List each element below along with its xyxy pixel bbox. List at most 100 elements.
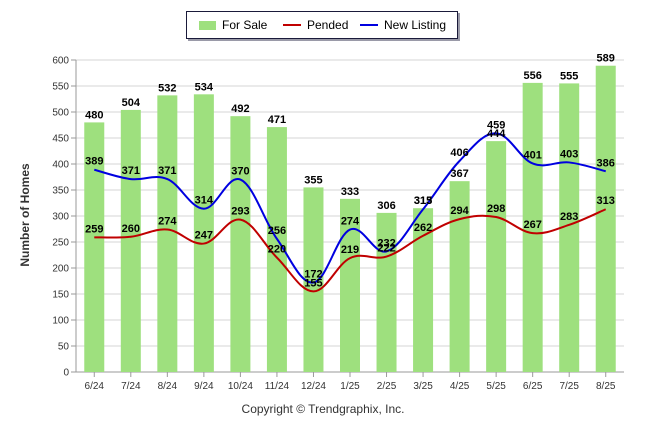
y-tick-label: 200 [52,264,69,275]
data-label-for-sale: 556 [523,70,541,82]
bar-for-sale [193,94,214,372]
data-label-for-sale: 504 [122,97,141,109]
data-label-pended: 298 [487,203,505,215]
data-label-for-sale: 471 [268,114,286,126]
data-label-for-sale: 589 [597,53,615,65]
bar-for-sale [486,141,507,372]
legend-label-new-listing: New Listing [384,18,447,32]
y-tick-label: 400 [52,160,69,171]
x-tick-label: 7/25 [559,381,579,392]
bar-for-sale [303,187,324,372]
x-tick-label: 4/25 [450,381,470,392]
data-label-pended: 283 [560,211,578,223]
line-new-listing [94,132,606,284]
bar-for-sale [449,181,470,372]
bar-for-sale [413,208,434,372]
y-tick-label: 100 [52,316,69,327]
data-label-for-sale: 333 [341,186,359,198]
x-tick-label: 11/24 [265,381,290,392]
y-axis-label: Number of Homes [18,163,32,267]
y-tick-label: 300 [52,212,69,223]
data-label-for-sale: 492 [231,103,249,115]
bar-for-sale [266,127,287,372]
data-label-new-listing: 389 [85,156,103,168]
data-label-for-sale: 367 [450,168,468,180]
data-label-new-listing: 256 [268,225,286,237]
data-label-pended: 259 [85,223,103,235]
data-label-for-sale: 355 [304,174,322,186]
y-tick-label: 500 [52,108,69,119]
bar-for-sale [376,212,397,372]
y-tick-label: 600 [52,56,69,67]
data-label-new-listing: 371 [158,165,176,177]
x-tick-label: 3/25 [413,381,433,392]
data-label-for-sale: 444 [487,128,506,140]
data-label-new-listing: 459 [487,119,505,131]
data-label-pended: 294 [450,205,469,217]
data-label-for-sale: 534 [195,81,214,93]
x-tick-label: 1/25 [340,381,360,392]
data-label-new-listing: 406 [450,147,468,159]
data-label-for-sale: 480 [85,109,103,121]
data-label-new-listing: 232 [377,237,395,249]
legend-label-pended: Pended [307,18,349,32]
bar-for-sale [120,109,141,373]
bar-for-sale [230,116,251,372]
x-tick-label: 9/24 [194,381,214,392]
copyright-text: Copyright © Trendgraphix, Inc. [241,402,405,416]
data-label-new-listing: 370 [231,166,249,178]
data-label-for-sale: 306 [377,200,395,212]
legend-swatch-pended [283,24,301,26]
y-tick-label: 250 [52,238,69,249]
data-label-new-listing: 386 [597,157,615,169]
bar-for-sale [157,95,178,373]
x-tick-label: 10/24 [228,381,253,392]
bar-series-for-sale [84,65,616,373]
x-tick-label: 7/24 [121,381,141,392]
bar-for-sale [559,83,580,373]
line-pended [94,208,607,293]
data-label-for-sale: 315 [414,195,432,207]
data-label-new-listing: 274 [341,216,360,228]
line-series [94,132,607,293]
data-label-pended: 220 [268,244,286,256]
data-label-pended: 313 [597,195,615,207]
x-tick-label: 2/25 [377,381,397,392]
legend-item-pended: Pended [283,12,348,38]
data-label-new-listing: 314 [195,195,214,207]
bar-for-sale [595,65,616,372]
data-label-pended: 260 [122,223,140,235]
data-label-pended: 293 [231,206,249,218]
data-label-pended: 219 [341,244,359,256]
data-label-pended: 155 [304,277,322,289]
data-label-new-listing: 313 [414,195,432,207]
data-label-new-listing: 403 [560,148,578,160]
x-tick-label: 8/24 [158,381,178,392]
legend-item-new-listing: New Listing [360,12,446,38]
data-label-for-sale: 555 [560,70,578,82]
data-label-pended: 222 [377,243,395,255]
x-tick-label: 6/24 [85,381,105,392]
data-label-pended: 274 [158,216,177,228]
data-label-new-listing: 401 [523,149,541,161]
x-tick-label: 6/25 [523,381,543,392]
y-tick-label: 150 [52,290,69,301]
legend: For Sale Pended New Listing [186,11,458,39]
data-label-pended: 267 [523,219,541,231]
legend-swatch-new-listing [360,24,378,26]
data-labels: 480 504 532 534 492 471 355 333 306 315 367 444 556 5… [85,53,615,290]
data-label-new-listing: 172 [304,269,322,281]
y-tick-label: 550 [52,82,69,93]
y-tick-label: 350 [52,186,69,197]
legend-label-for-sale: For Sale [222,18,268,32]
x-axis-ticks: 6/24 7/24 8/24 9/24 10/24 11/24 12/24 1/25 2/25 3… [85,372,616,392]
x-tick-label: 12/24 [301,381,326,392]
y-tick-label: 450 [52,134,69,145]
y-tick-label: 0 [63,368,69,379]
legend-item-for-sale: For Sale [199,12,267,38]
x-tick-label: 8/25 [596,381,616,392]
x-tick-label: 5/25 [486,381,506,392]
legend-swatch-for-sale [199,20,216,30]
data-label-pended: 247 [195,230,213,242]
